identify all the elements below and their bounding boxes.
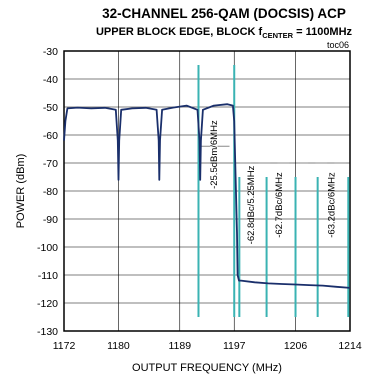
figure-tag: toc06 xyxy=(327,40,349,50)
x-tick-label-2: 1189 xyxy=(168,340,191,352)
x-tick-label-4: 1206 xyxy=(284,340,308,352)
grid xyxy=(64,51,350,331)
y-tick-labels: -30 -40 -50 -60 -70 -80 -90 -100 -110 -120 -130 xyxy=(37,46,58,338)
y-tick-label-10: -130 xyxy=(37,326,58,338)
x-tick-labels: 1172 1180 1189 1197 1206 1214 xyxy=(53,340,362,352)
y-tick-label-7: -100 xyxy=(37,242,58,254)
y-tick-label-1: -40 xyxy=(43,74,58,86)
y-tick-label-9: -120 xyxy=(37,298,58,310)
x-tick-label-1: 1180 xyxy=(107,340,130,352)
y-tick-label-5: -80 xyxy=(43,186,58,198)
annotation-0: -25.5dBm/6MHz xyxy=(209,120,220,189)
y-tick-label-2: -50 xyxy=(43,102,58,114)
annotation-3: -63.2dBc/6MHz xyxy=(326,172,337,238)
annotations: -25.5dBm/6MHz -62.8dBc/5.25MHz -62.7dBc/6M… xyxy=(209,120,337,244)
y-axis-label: POWER (dBm) xyxy=(15,154,27,229)
chart-subtitle: UPPER BLOCK EDGE, BLOCK fCENTER = 1100MH… xyxy=(96,26,353,40)
annotation-1: -62.8dBc/5.25MHz xyxy=(246,165,257,244)
x-tick-label-0: 1172 xyxy=(53,340,76,352)
series-group xyxy=(63,103,351,289)
limit-lines xyxy=(198,145,350,164)
marker-lines xyxy=(197,65,350,317)
x-axis-label: OUTPUT FREQUENCY (MHz) xyxy=(132,362,282,374)
series-line-0 xyxy=(63,103,351,289)
y-tick-label-6: -90 xyxy=(43,214,58,226)
y-tick-label-3: -60 xyxy=(43,130,58,142)
chart-title: 32-CHANNEL 256-QAM (DOCSIS) ACP xyxy=(102,6,346,21)
y-tick-label-8: -110 xyxy=(38,270,58,282)
x-tick-label-3: 1197 xyxy=(223,340,246,352)
y-tick-label-4: -70 xyxy=(43,158,58,170)
annotation-2: -62.7dBc/6MHz xyxy=(274,172,285,238)
y-tick-label-0: -30 xyxy=(43,46,58,58)
x-tick-label-5: 1214 xyxy=(338,340,362,352)
